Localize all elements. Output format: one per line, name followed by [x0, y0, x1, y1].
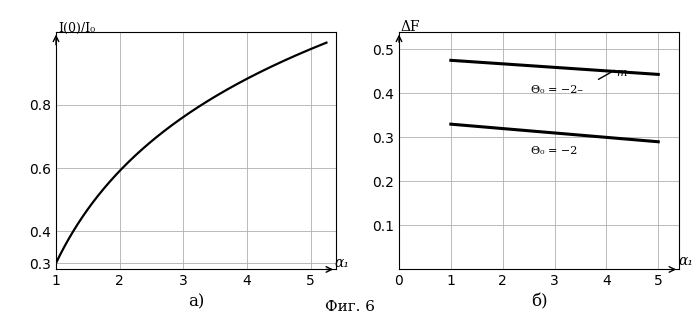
Text: m: m: [616, 68, 626, 78]
Text: I(0)/I₀: I(0)/I₀: [58, 22, 95, 35]
Text: б): б): [531, 293, 547, 310]
Text: α₁: α₁: [335, 256, 350, 270]
Text: Фиг. 6: Фиг. 6: [325, 300, 375, 314]
Text: а): а): [188, 293, 204, 310]
Text: Θ₀ = −2–: Θ₀ = −2–: [531, 85, 583, 95]
Text: α₁: α₁: [678, 254, 693, 268]
Text: ΔF: ΔF: [400, 20, 420, 34]
Text: Θ₀ = −2: Θ₀ = −2: [531, 146, 577, 157]
